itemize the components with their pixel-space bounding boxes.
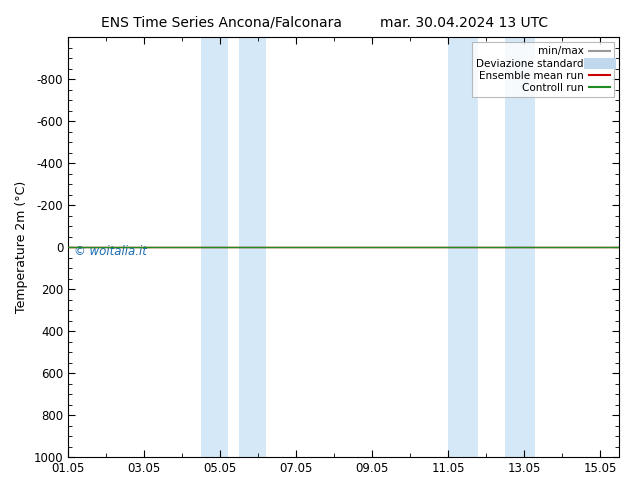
Bar xyxy=(448,37,479,457)
Legend: min/max, Deviazione standard, Ensemble mean run, Controll run: min/max, Deviazione standard, Ensemble m… xyxy=(472,42,614,97)
Text: ENS Time Series Ancona/Falconara: ENS Time Series Ancona/Falconara xyxy=(101,16,342,30)
Y-axis label: Temperature 2m (°C): Temperature 2m (°C) xyxy=(15,181,28,313)
Bar xyxy=(505,37,535,457)
Bar xyxy=(239,37,266,457)
Text: mar. 30.04.2024 13 UTC: mar. 30.04.2024 13 UTC xyxy=(380,16,548,30)
Text: © woitalia.it: © woitalia.it xyxy=(74,245,146,258)
Bar xyxy=(201,37,228,457)
